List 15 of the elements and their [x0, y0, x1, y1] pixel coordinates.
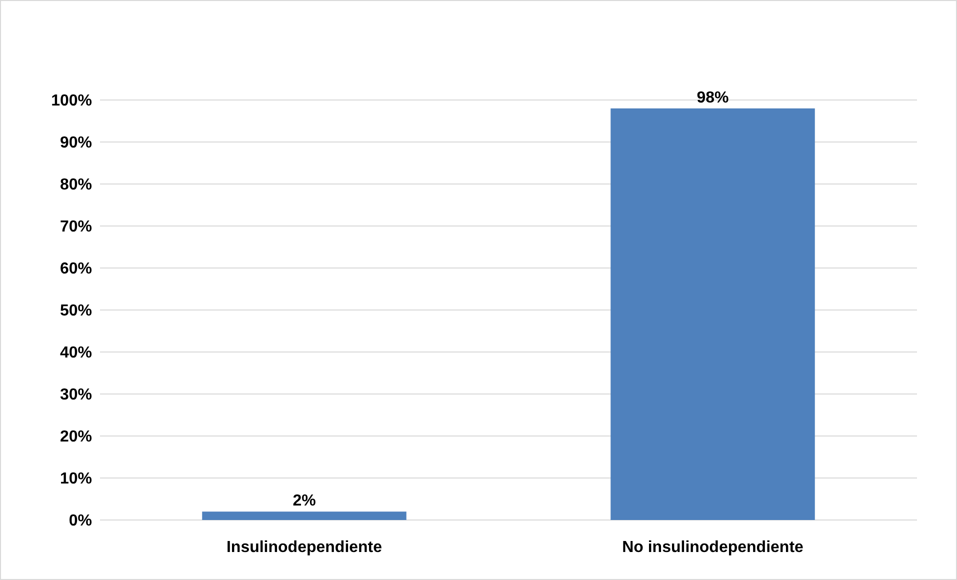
y-tick-label: 0% [68, 512, 92, 530]
y-tick-label: 50% [60, 302, 92, 320]
x-tick-label: Insulinodependiente [226, 539, 382, 556]
x-tick-label: No insulinodependiente [622, 539, 804, 556]
y-tick-label: 100% [51, 92, 92, 110]
y-tick-label: 10% [60, 470, 92, 488]
y-tick-label: 90% [60, 134, 92, 152]
y-tick-label: 30% [60, 386, 92, 404]
y-tick-label: 60% [60, 260, 92, 278]
data-label: 2% [292, 492, 316, 510]
y-tick-label: 80% [60, 176, 92, 194]
y-tick-label: 20% [60, 428, 92, 446]
data-label: 98% [696, 89, 729, 106]
y-tick-label: 40% [60, 344, 92, 362]
y-tick-label: 70% [60, 218, 92, 236]
